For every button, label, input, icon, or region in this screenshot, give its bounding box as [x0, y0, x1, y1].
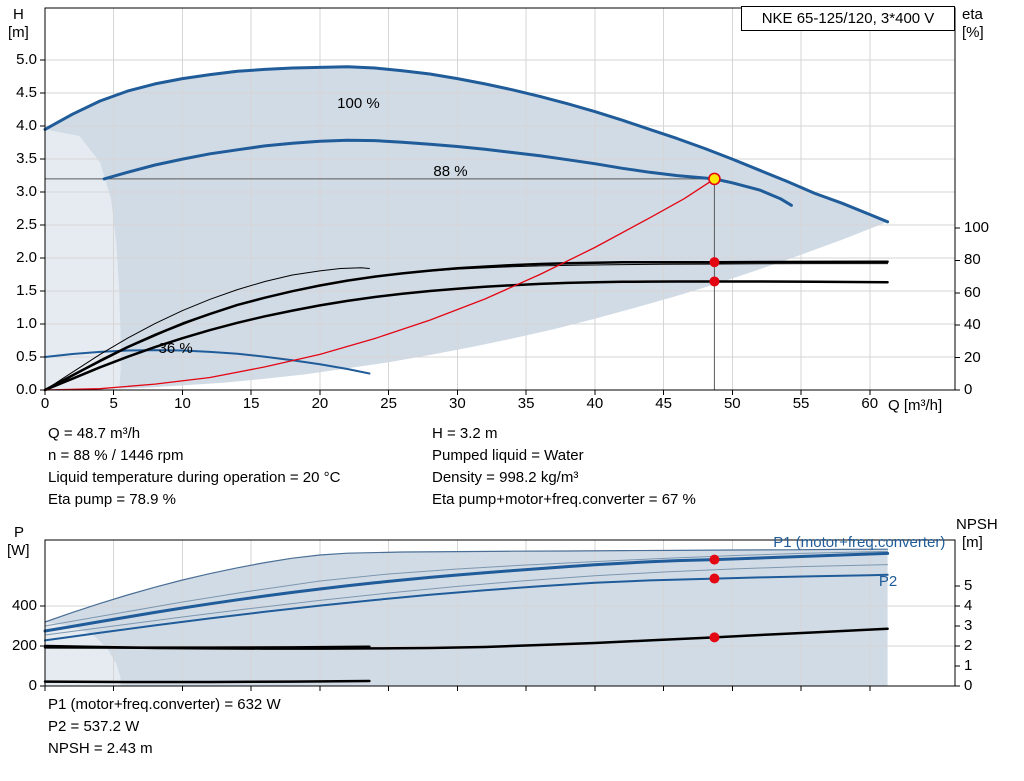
power-envelope-top-edge	[44, 548, 889, 623]
p1-dot	[709, 554, 720, 565]
pump-model-title: NKE 65-125/120, 3*400 V	[741, 6, 955, 31]
duty-head-text: H = 3.2 m	[432, 425, 498, 442]
duty-flow-text: Q = 48.7 m³/h	[48, 425, 141, 442]
eta-total-text: Eta pump+motor+freq.converter = 67 %	[432, 491, 696, 508]
low-flow-wedge	[45, 129, 121, 390]
npsh-value-text: NPSH = 2.43 m	[48, 740, 153, 757]
eta-pump-dot	[709, 257, 720, 268]
eta-axis-name: eta	[962, 6, 983, 23]
plot-border	[44, 7, 956, 391]
pumped-liquid-text: Pumped liquid = Water	[432, 447, 584, 464]
head-axis-name: H	[13, 6, 24, 23]
npsh-dot	[709, 632, 720, 643]
duty-speed-text: n = 88 % / 1446 rpm	[48, 447, 184, 464]
density-text: Density = 998.2 kg/m³	[432, 469, 579, 486]
npsh-axis-unit: [m]	[962, 534, 983, 551]
npsh-min-speed-curve	[43, 679, 371, 684]
speed-curve-88pct	[102, 138, 793, 207]
eta-pump-text: Eta pump = 78.9 %	[48, 491, 176, 508]
eta-total-dot	[709, 276, 720, 287]
p2-curve	[44, 573, 889, 642]
power-axis-unit: [W]	[7, 542, 30, 559]
eta-total-curve	[43, 280, 889, 392]
power-axis-name: P	[14, 524, 25, 541]
power-envelope	[45, 549, 888, 686]
system-curve	[44, 178, 716, 391]
speed-curve-36pct	[44, 349, 371, 375]
eta-axis-unit: [%]	[962, 24, 984, 41]
p2-value-text: P2 = 537.2 W	[48, 718, 140, 735]
plot-border	[44, 539, 956, 687]
liquid-temp-text: Liquid temperature during operation = 20…	[48, 469, 341, 486]
flow-axis-label: Q [m³/h]	[888, 397, 943, 414]
eta-pump-curve	[43, 260, 889, 392]
power-thin-line-2	[44, 564, 889, 636]
p1-value-text: P1 (motor+freq.converter) = 632 W	[48, 696, 281, 713]
head-axis-unit: [m]	[8, 24, 29, 41]
speed-curve-100pct	[43, 65, 890, 224]
power-thin-line-1	[44, 550, 889, 627]
p1-curve	[43, 551, 890, 633]
npsh-axis-name: NPSH	[956, 516, 998, 533]
duty-point-marker	[708, 172, 721, 186]
npsh-curve	[43, 627, 889, 650]
eta-curve-reduced-speed	[44, 267, 370, 391]
p2-dot	[709, 573, 720, 584]
